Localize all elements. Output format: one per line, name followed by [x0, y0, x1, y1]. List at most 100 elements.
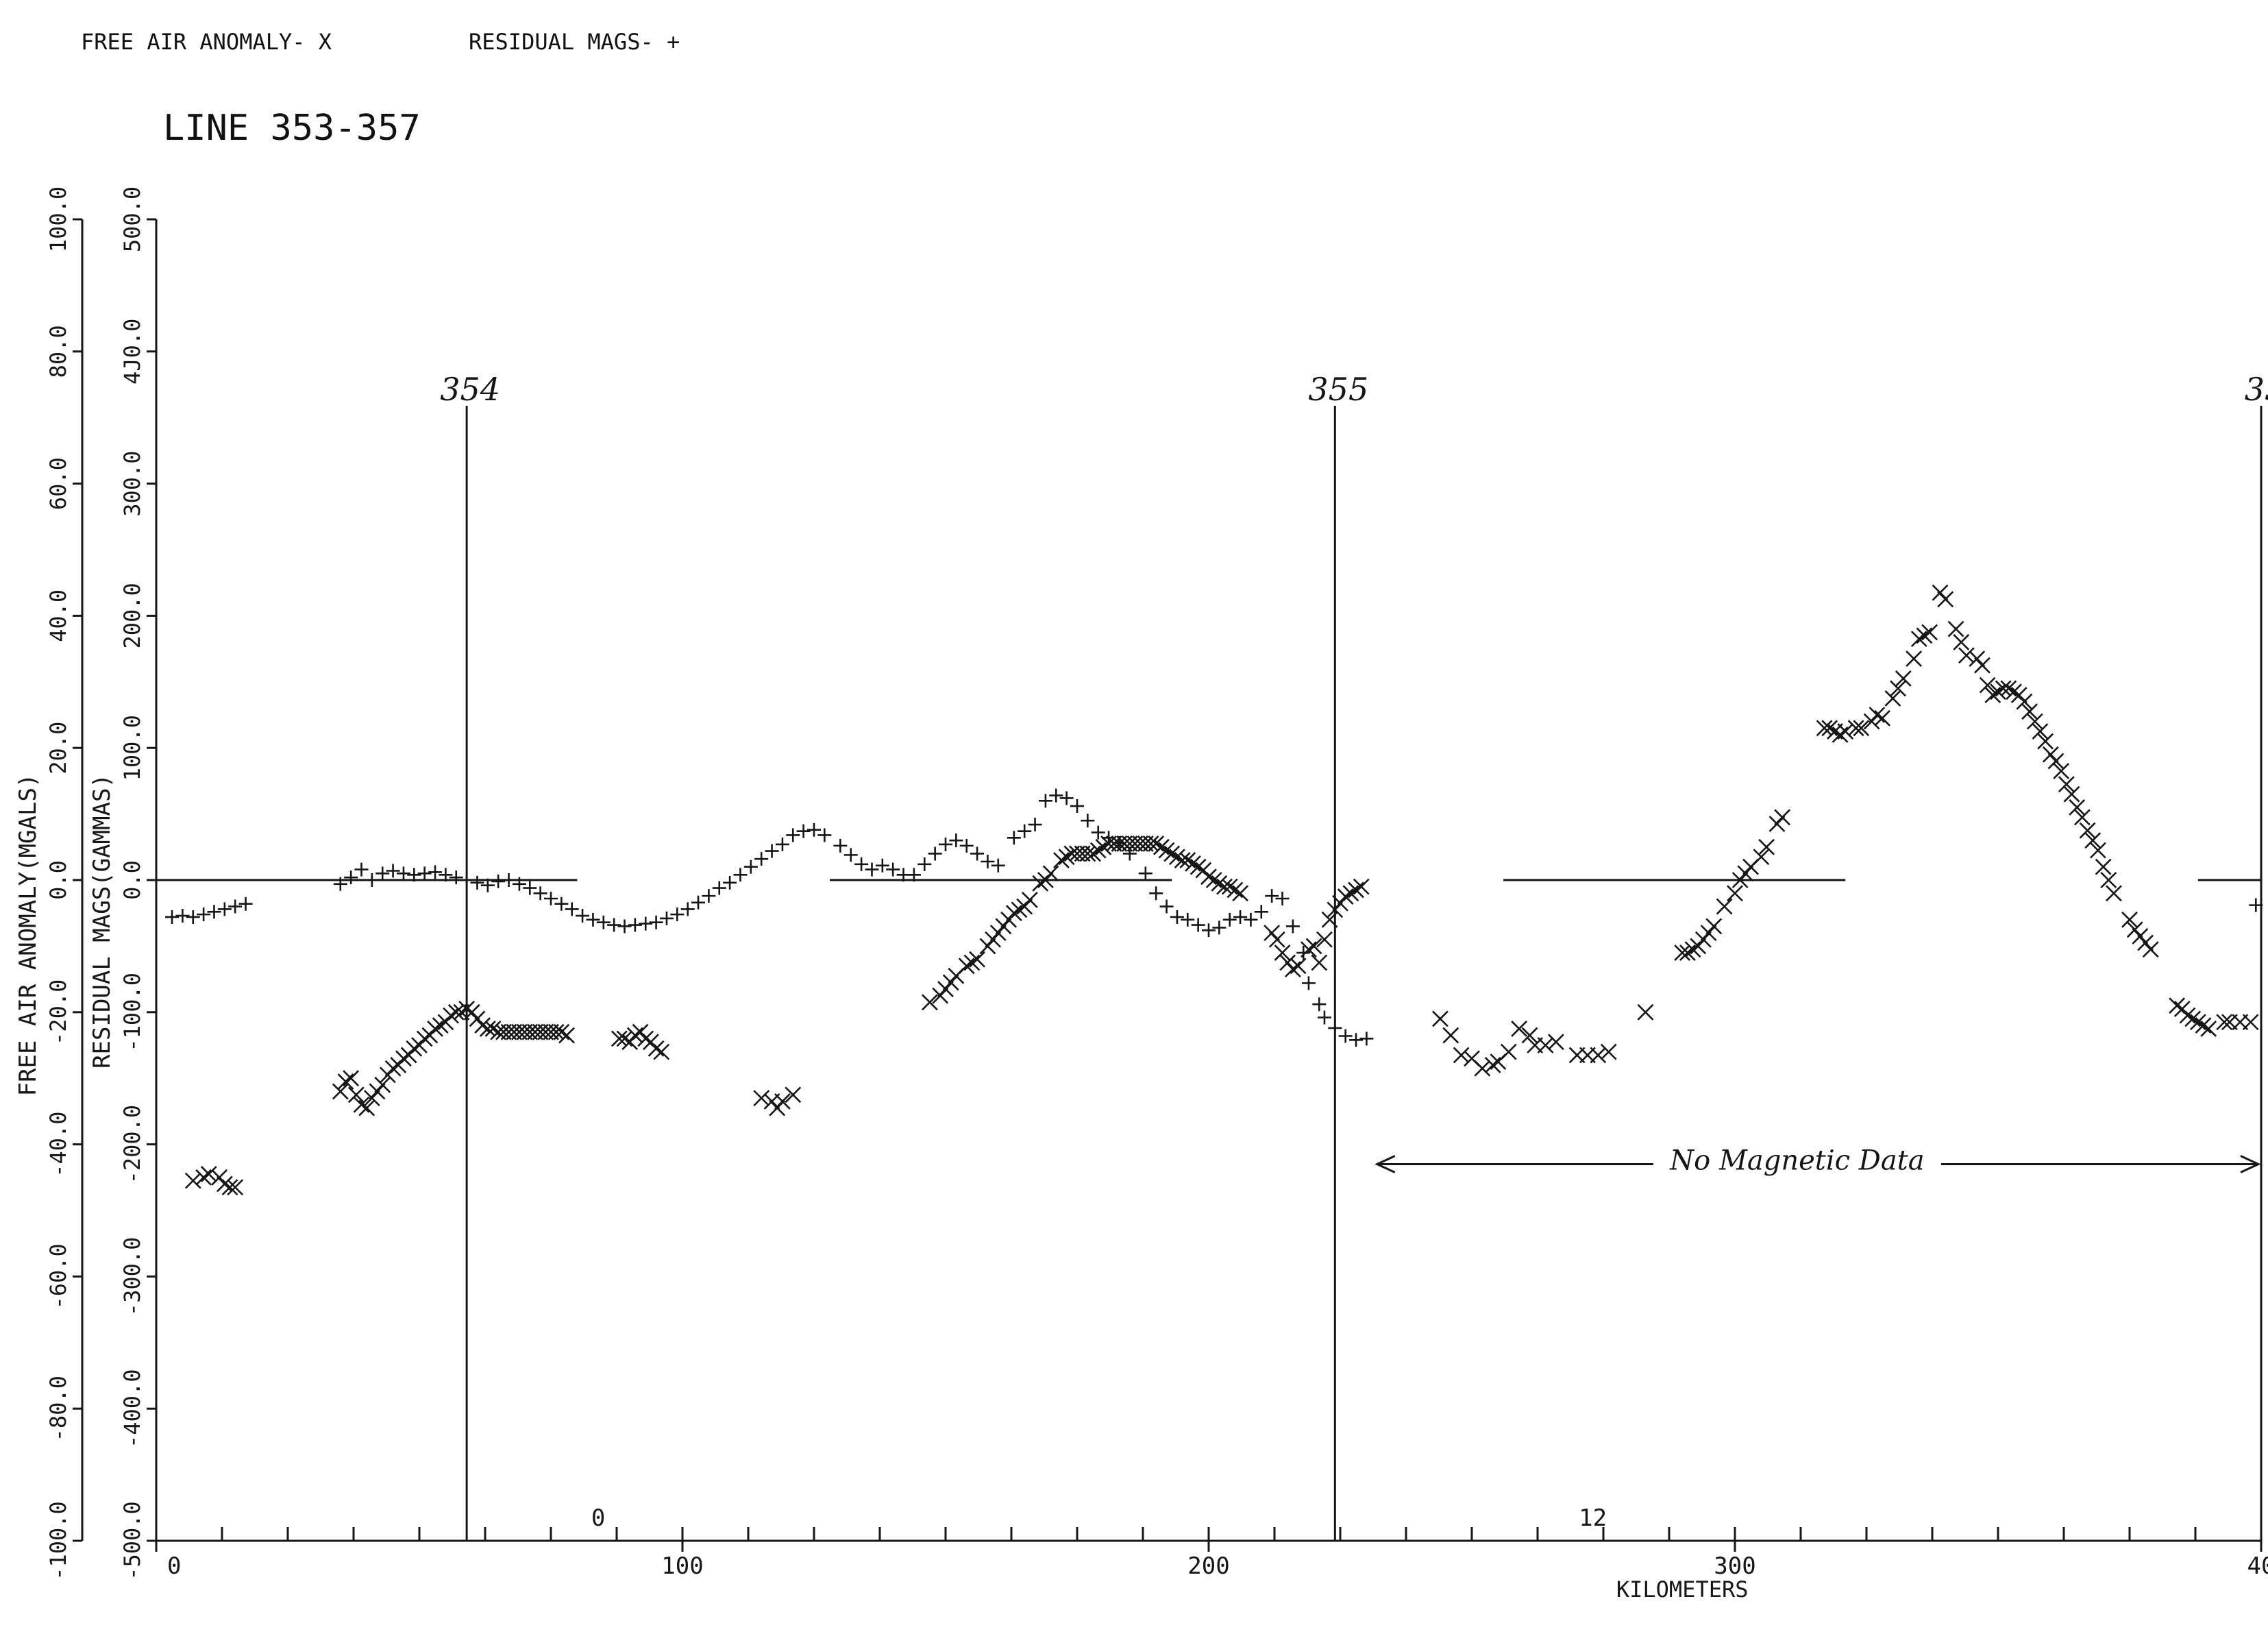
free-air-points-layer: [184, 584, 2259, 1196]
free-air-point: [1053, 852, 1070, 868]
free-air-point: [2106, 885, 2122, 902]
residual-mag-point: [1317, 1010, 1331, 1025]
free-air-point: [1590, 1047, 1607, 1064]
free-air-point: [1158, 842, 1175, 859]
free-air-point: [1511, 1020, 1528, 1037]
free-air-point: [1979, 676, 1996, 694]
x-tick-label: 40: [2247, 1552, 2268, 1580]
free-air-point: [1637, 1003, 1654, 1021]
residual-mag-point: [617, 919, 632, 934]
legend-free-air: FREE AIR ANOMALY- X: [81, 29, 332, 55]
residual-mag-point: [907, 868, 921, 882]
residual-mag-point: [365, 873, 379, 887]
residual-mag-point: [1038, 794, 1052, 808]
residual-mag-point: [1181, 912, 1195, 927]
residual-mag-point: [2249, 898, 2263, 912]
fa-tick-label: -40.0: [45, 1111, 71, 1177]
residual-mag-point: [396, 866, 410, 881]
free-air-point: [1174, 852, 1191, 868]
arrowhead-left: [1375, 1155, 1396, 1173]
residual-mag-point: [765, 844, 779, 858]
free-air-point: [1705, 918, 1723, 935]
residual-mag-point: [659, 911, 674, 925]
free-air-point: [2179, 1007, 2196, 1024]
residual-mag-point: [1312, 997, 1327, 1012]
residual-mag-point: [1254, 905, 1268, 919]
line-marker-label: 355: [1308, 371, 1368, 408]
residual-mag-point: [1233, 910, 1248, 924]
free-air-point: [1990, 683, 2006, 700]
annotation-layer: No Magnetic Data: [1375, 1145, 2261, 1177]
residual-mag-point: [238, 897, 253, 911]
free-air-point: [2079, 822, 2096, 839]
free-air-point: [369, 1083, 386, 1100]
free-air-point: [1432, 1010, 1449, 1027]
free-air-point: [937, 981, 954, 997]
fa-tick-label: 80.0: [45, 325, 71, 378]
free-air-point: [1216, 878, 1233, 895]
mag-tick-label: -500.0: [119, 1501, 145, 1581]
free-air-point: [2026, 713, 2043, 730]
residual-mag-point: [344, 870, 358, 885]
free-air-point: [463, 1003, 480, 1021]
free-air-point: [1316, 931, 1333, 948]
free-air-point: [648, 1040, 665, 1057]
free-air-point: [1847, 720, 1864, 737]
free-air-point: [922, 994, 938, 1011]
residual-mag-point: [1007, 831, 1021, 845]
fa-tick-label: 60.0: [45, 457, 71, 510]
free-air-point: [985, 931, 1002, 948]
residual-mag-point: [428, 865, 443, 879]
residual-mag-point: [354, 862, 369, 877]
residual-mag-point: [1170, 910, 1184, 924]
free-air-point: [447, 1003, 465, 1021]
free-air-point: [1768, 816, 1786, 832]
free-air-point: [443, 1007, 459, 1024]
free-air-point: [1279, 954, 1296, 971]
free-air-point: [1442, 1027, 1459, 1044]
free-air-point: [1731, 872, 1749, 888]
free-air-point: [1995, 680, 2012, 697]
x-axis-title: KILOMETERS: [1616, 1576, 1749, 1602]
residual-mag-point: [1202, 923, 1216, 938]
free-air-point: [1774, 809, 1791, 826]
free-air-point: [1142, 836, 1159, 852]
free-air-point: [932, 987, 949, 1004]
free-air-point: [479, 1020, 496, 1037]
free-air-point: [1974, 657, 1990, 674]
free-air-point: [1290, 958, 1307, 975]
free-air-point: [942, 974, 959, 991]
free-air-point: [1453, 1047, 1470, 1064]
residual-mags-points-layer: [165, 788, 2263, 1047]
free-air-point: [2200, 1020, 2217, 1037]
free-air-point: [2037, 733, 2054, 750]
free-air-point: [1284, 961, 1301, 978]
residual-mag-point: [865, 862, 879, 877]
mag-tick-label: -400.0: [119, 1369, 145, 1448]
free-air-point: [989, 925, 1007, 942]
free-air-point: [343, 1070, 360, 1087]
residual-mag-point: [754, 852, 769, 866]
free-air-point: [1700, 925, 1717, 942]
chart-title: LINE 353-357: [163, 108, 421, 149]
free-air-point: [653, 1043, 670, 1060]
free-air-point: [1200, 868, 1217, 886]
free-air-point: [1863, 713, 1880, 730]
free-air-point: [2032, 723, 2049, 740]
residual-mag-point: [375, 866, 390, 881]
residual-mag-point: [207, 905, 221, 919]
free-air-point: [1327, 901, 1344, 918]
residual-mag-point: [639, 916, 653, 931]
residual-mag-point: [554, 897, 569, 911]
mag-tick-label: -300.0: [119, 1237, 145, 1317]
mag-tick-label: 200.0: [119, 583, 145, 648]
line-marker-label: 35: [2245, 371, 2268, 408]
residual-mag-point: [586, 912, 600, 927]
free-air-point: [1679, 944, 1696, 961]
residual-mag-point: [628, 918, 642, 932]
bottom-annotation: 12: [1579, 1504, 1607, 1532]
residual-mag-point: [533, 886, 547, 901]
residual-mag-point: [175, 909, 190, 923]
residual-mag-point: [833, 838, 848, 853]
free-air-point: [753, 1090, 770, 1107]
